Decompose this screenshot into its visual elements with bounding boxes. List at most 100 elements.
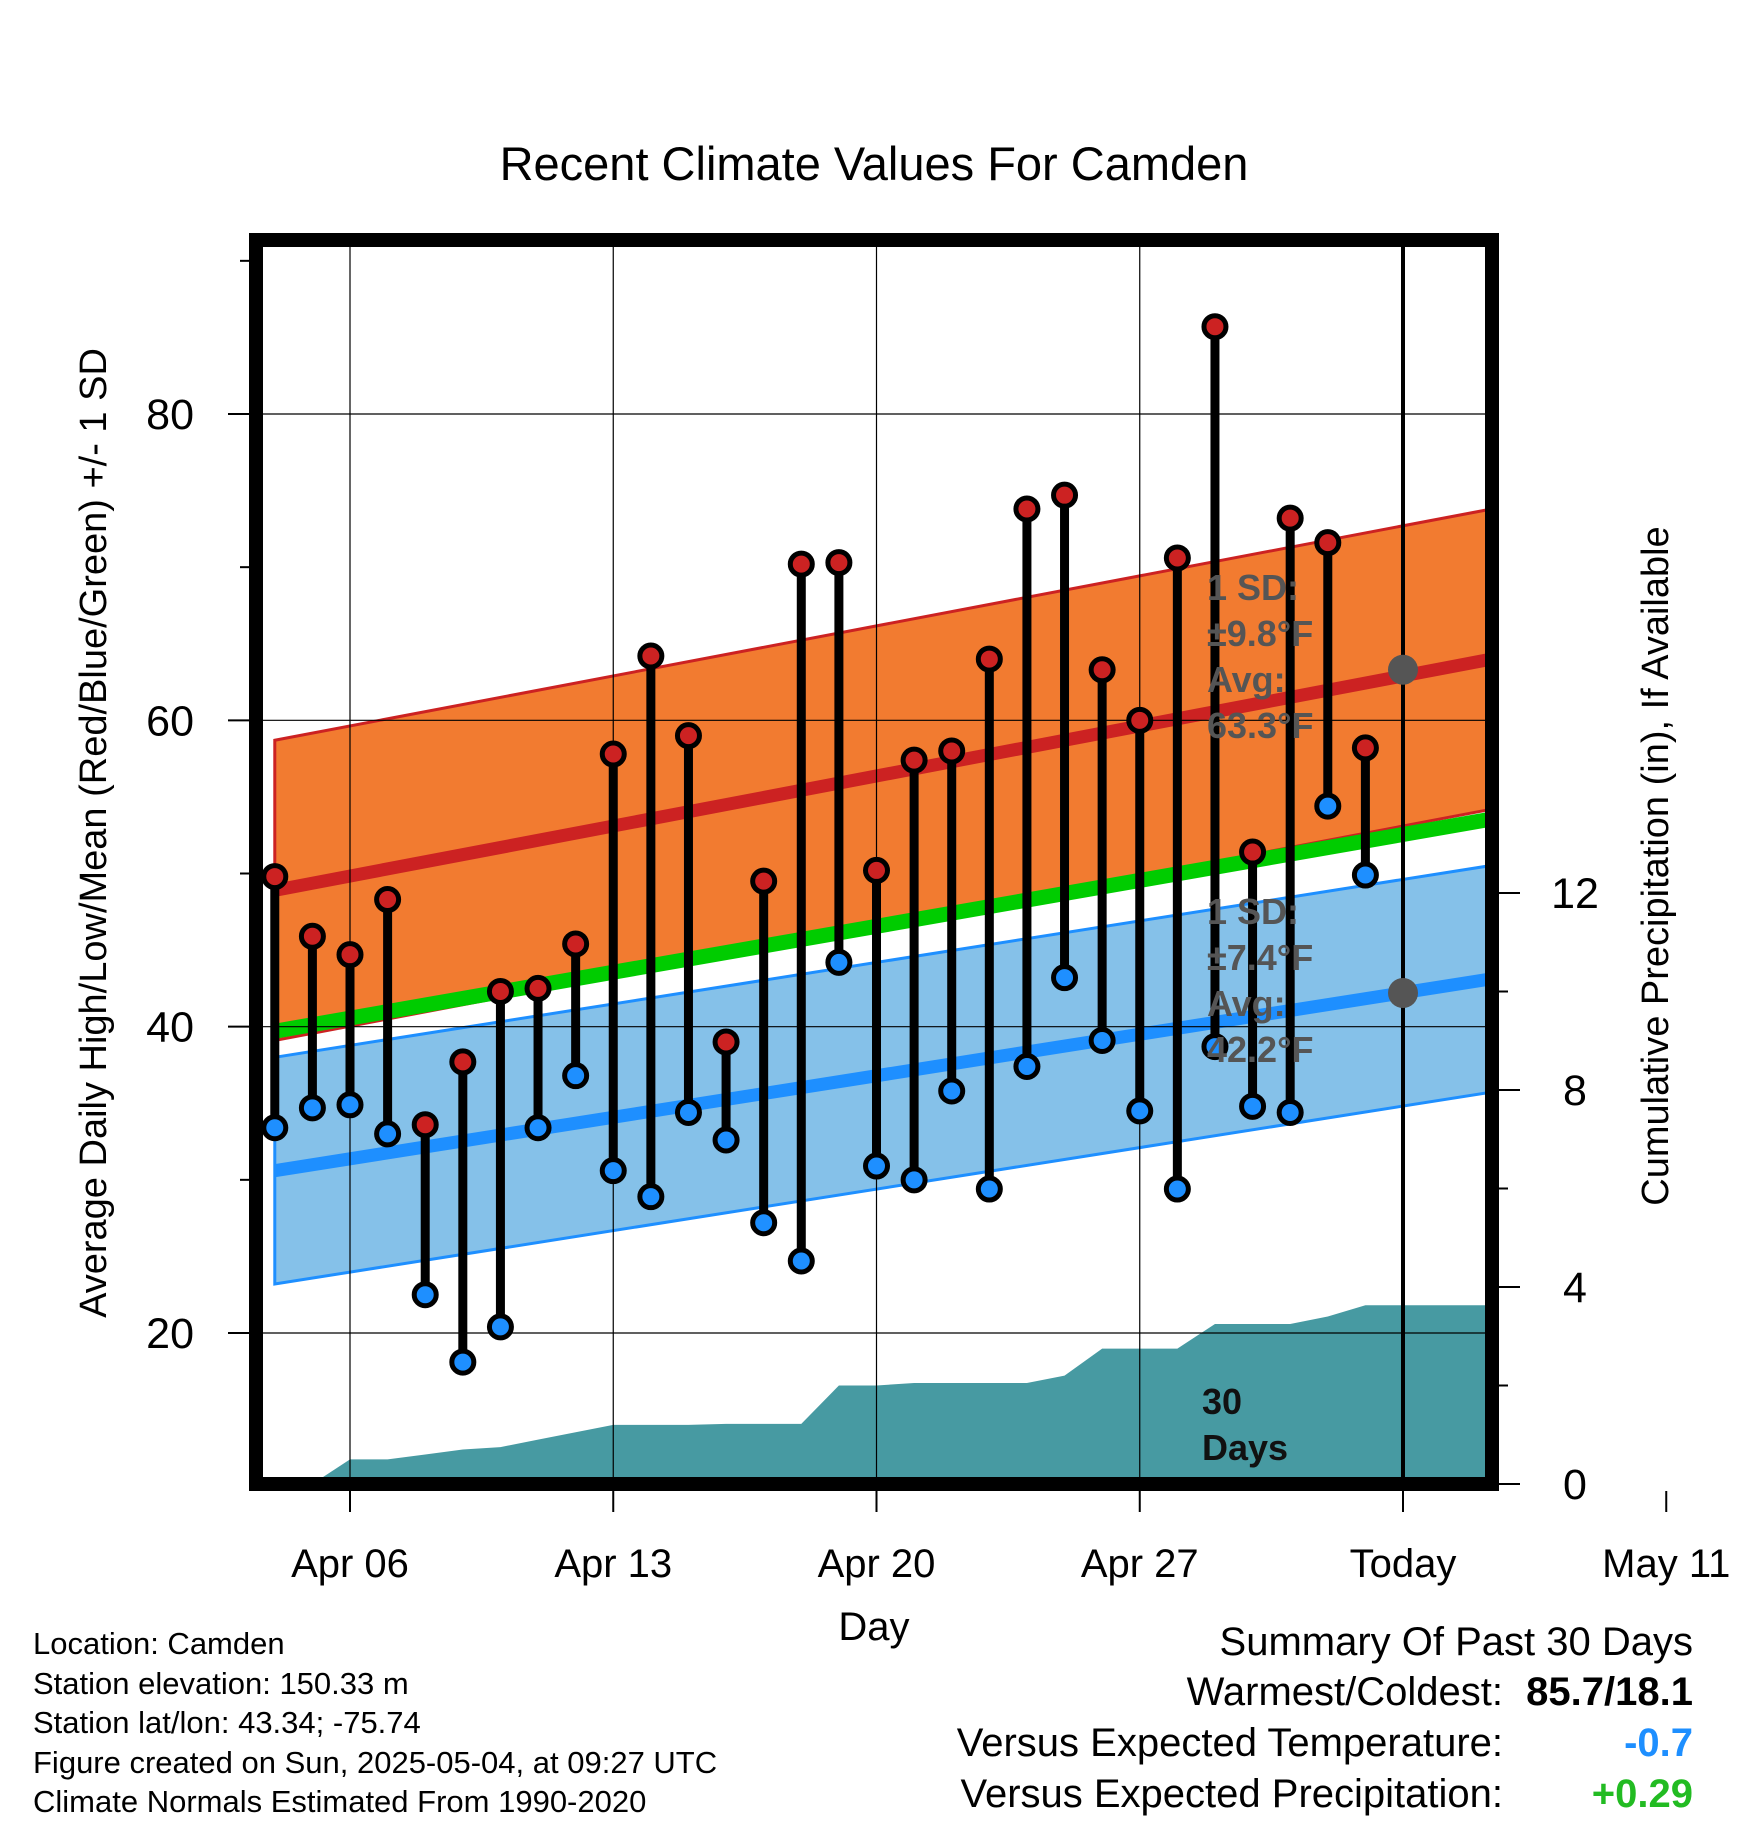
precip-value: +0.29 bbox=[1591, 1772, 1693, 1816]
y-axis-label: Average Daily High/Low/Mean (Red/Blue/Gr… bbox=[73, 348, 115, 1318]
warmest-value: 85.7/18.1 bbox=[1526, 1670, 1693, 1714]
daily-high-point bbox=[1351, 734, 1379, 762]
y-tick-label: 40 bbox=[146, 1004, 194, 1052]
summary-temp-row: Versus Expected Temperature: -0.7 bbox=[957, 1718, 1693, 1769]
high-sd-value: ±9.8°F bbox=[1207, 613, 1313, 654]
daily-high-point bbox=[787, 550, 815, 578]
low-sd-value: ±7.4°F bbox=[1207, 937, 1313, 978]
daily-low-point bbox=[750, 1209, 778, 1237]
normal-low-line bbox=[273, 973, 1486, 1178]
daily-high-point bbox=[1013, 495, 1041, 523]
info-normals: Climate Normals Estimated From 1990-2020 bbox=[33, 1784, 647, 1819]
daily-high-point bbox=[411, 1111, 439, 1139]
x-tick-label: Apr 06 bbox=[291, 1542, 409, 1586]
daily-high-point bbox=[562, 930, 590, 958]
daily-high-point bbox=[486, 977, 514, 1005]
daily-low-point bbox=[486, 1313, 514, 1341]
days-annotation: 30 Days bbox=[1202, 1381, 1288, 1468]
daily-low-point bbox=[637, 1183, 665, 1211]
low-average-marker bbox=[1388, 977, 1418, 1008]
y2-axis-label: Cumulative Precipitation (in), If Availa… bbox=[1635, 526, 1677, 1205]
y-tick-label: 20 bbox=[146, 1310, 194, 1358]
info-created: Figure created on Sun, 2025-05-04, at 09… bbox=[33, 1744, 718, 1780]
daily-low-point bbox=[863, 1152, 890, 1180]
daily-high-point bbox=[674, 722, 702, 750]
summary-panel: Summary Of Past 30 Days Warmest/Coldest:… bbox=[957, 1617, 1693, 1820]
daily-low-point bbox=[374, 1120, 402, 1148]
daily-low-point bbox=[562, 1062, 590, 1090]
y2-tick-label: 0 bbox=[1563, 1461, 1587, 1509]
info-latlon: Station lat/lon: 43.34; -75.74 bbox=[33, 1705, 421, 1740]
daily-high-point bbox=[825, 549, 853, 577]
daily-low-point bbox=[1201, 1033, 1229, 1061]
daily-low-point bbox=[524, 1114, 552, 1142]
summary-title: Summary Of Past 30 Days bbox=[1219, 1620, 1693, 1664]
daily-high-point bbox=[750, 867, 778, 895]
daily-low-point bbox=[938, 1077, 966, 1105]
daily-low-point bbox=[674, 1098, 702, 1126]
daily-high-point bbox=[1088, 656, 1116, 684]
plot-frame bbox=[249, 233, 1499, 1491]
low-avg-value: 42.2°F bbox=[1207, 1029, 1313, 1070]
days-count: 30 bbox=[1202, 1381, 1242, 1422]
daily-low-point bbox=[1051, 964, 1079, 992]
daily-high-point bbox=[298, 922, 326, 950]
daily-high-point bbox=[938, 737, 966, 765]
temp-value: -0.7 bbox=[1624, 1721, 1693, 1765]
daily-high-point bbox=[712, 1028, 740, 1056]
summary-precip-row: Versus Expected Precipitation: +0.29 bbox=[957, 1769, 1693, 1820]
daily-low-point bbox=[712, 1126, 740, 1154]
temp-label: Versus Expected Temperature: bbox=[956, 1721, 1503, 1765]
x-tick-label: Apr 13 bbox=[554, 1542, 672, 1586]
y-tick-label: 80 bbox=[146, 391, 194, 439]
low-avg-label: Avg: bbox=[1207, 983, 1286, 1024]
low-annotation: 1 SD: ±7.4°F Avg: 42.2°F bbox=[1207, 891, 1313, 1070]
daily-low-point bbox=[1351, 861, 1379, 889]
daily-high-point bbox=[900, 746, 928, 774]
daily-high-point bbox=[863, 856, 890, 884]
x-tick-label: Apr 20 bbox=[818, 1542, 936, 1586]
x-tick-label: May 11 bbox=[1602, 1542, 1730, 1586]
normal-high-line bbox=[273, 653, 1486, 897]
info-elevation: Station elevation: 150.33 m bbox=[33, 1665, 409, 1701]
daily-low-point bbox=[1013, 1052, 1041, 1080]
daily-low-point bbox=[1088, 1026, 1116, 1054]
daily-low-point bbox=[1314, 792, 1342, 820]
y2-tick-label: 4 bbox=[1563, 1264, 1587, 1312]
x-tick-label: Today bbox=[1350, 1542, 1457, 1586]
daily-high-point bbox=[1276, 504, 1304, 532]
normal-mean-line bbox=[273, 812, 1486, 1039]
high-sd-label: 1 SD: bbox=[1207, 567, 1299, 608]
high-avg-label: Avg: bbox=[1207, 659, 1286, 700]
daily-low-point bbox=[900, 1166, 928, 1194]
daily-high-point bbox=[336, 941, 364, 969]
warmest-label: Warmest/Coldest: bbox=[1186, 1670, 1503, 1714]
daily-low-point bbox=[411, 1281, 439, 1309]
daily-high-point bbox=[599, 740, 627, 768]
y2-tick-label: 12 bbox=[1551, 870, 1599, 918]
y-tick-label: 60 bbox=[146, 697, 194, 745]
high-annotation: 1 SD: ±9.8°F Avg: 63.3°F bbox=[1207, 567, 1313, 746]
high-avg-value: 63.3°F bbox=[1207, 705, 1313, 746]
daily-low-point bbox=[1276, 1098, 1304, 1126]
daily-low-point bbox=[298, 1094, 326, 1122]
daily-low-point bbox=[825, 948, 853, 976]
daily-low-point bbox=[599, 1157, 627, 1185]
daily-high-point bbox=[374, 886, 402, 914]
low-sd-label: 1 SD: bbox=[1207, 891, 1299, 932]
daily-high-point bbox=[1126, 706, 1154, 734]
daily-high-point bbox=[261, 863, 289, 891]
daily-low-point bbox=[1163, 1175, 1191, 1203]
daily-high-point bbox=[1051, 481, 1079, 509]
high-average-marker bbox=[1388, 654, 1418, 685]
daily-low-point bbox=[787, 1247, 815, 1275]
daily-high-point bbox=[1239, 838, 1267, 866]
daily-low-point bbox=[975, 1175, 1003, 1203]
daily-low-point bbox=[449, 1348, 477, 1376]
daily-high-point bbox=[1201, 313, 1229, 341]
daily-low-point bbox=[1239, 1092, 1267, 1120]
chart-title: Recent Climate Values For Camden bbox=[500, 137, 1249, 190]
summary-warmest-row: Warmest/Coldest: 85.7/18.1 bbox=[957, 1667, 1693, 1718]
daily-low-point bbox=[261, 1114, 289, 1142]
days-word: Days bbox=[1202, 1427, 1288, 1468]
